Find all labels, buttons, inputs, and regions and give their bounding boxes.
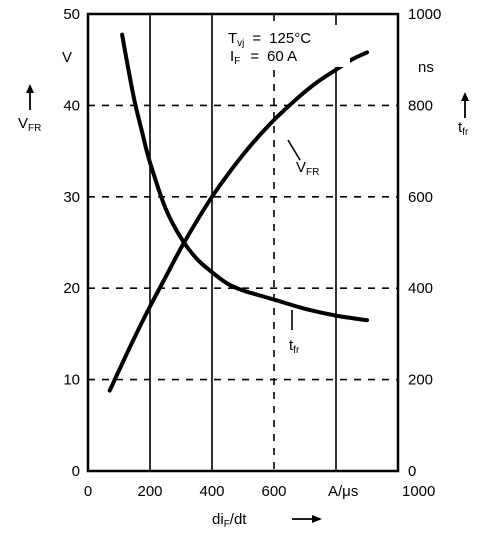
x-tick-200: 200 — [137, 483, 162, 500]
x-axis-label: diF/dt — [212, 511, 247, 530]
annotation-tvj: Tvj = 125°C — [228, 30, 311, 49]
right-tick-1000: 1000 — [408, 6, 441, 23]
left-axis-unit: V — [62, 49, 72, 66]
series-line-vfr — [107, 50, 369, 393]
right-axis-unit: ns — [418, 59, 434, 76]
series-label-tfr: tfr — [289, 310, 300, 356]
left-axis-title: V VFR — [18, 49, 72, 134]
annotation-background — [222, 25, 350, 67]
x-axis-title: diF/dt — [212, 511, 322, 530]
left-axis-label: VFR — [18, 115, 41, 134]
right-tick-0: 0 — [408, 463, 416, 480]
right-tick-800: 800 — [408, 97, 433, 114]
plot-frame — [86, 12, 400, 473]
tick-labels: 0 10 20 30 40 50 0 200 400 600 800 1000 0 200 400 600 10… — [63, 6, 441, 500]
grid — [88, 14, 398, 471]
annotation-if: IF = 60 A — [230, 48, 297, 67]
left-tick-50: 50 — [63, 6, 80, 23]
x-tick-1000: 1000 — [402, 483, 435, 500]
x-axis-arrowhead — [312, 515, 322, 523]
conditions-annotation: Tvj = 125°C IF = 60 A — [222, 25, 350, 67]
series-label-vfr: VFR — [287, 139, 319, 178]
x-tick-400: 400 — [199, 483, 224, 500]
vfr-leader-line — [287, 139, 301, 161]
vfr-label: VFR — [296, 159, 319, 178]
right-axis-arrowhead — [461, 92, 469, 101]
right-axis-title: ns tfr — [418, 59, 469, 138]
x-tick-600: 600 — [261, 483, 286, 500]
tfr-label: tfr — [289, 337, 300, 356]
right-axis-label: tfr — [458, 119, 469, 138]
right-tick-200: 200 — [408, 372, 433, 389]
left-tick-10: 10 — [63, 372, 80, 389]
series-layer — [107, 32, 369, 393]
left-tick-0: 0 — [72, 463, 80, 480]
x-axis-unit: A/μs — [328, 483, 358, 500]
left-tick-30: 30 — [63, 189, 80, 206]
left-axis-arrowhead — [26, 84, 34, 93]
left-tick-40: 40 — [63, 97, 80, 114]
right-tick-600: 600 — [408, 189, 433, 206]
right-tick-400: 400 — [408, 280, 433, 297]
x-tick-0: 0 — [84, 483, 92, 500]
left-tick-20: 20 — [63, 280, 80, 297]
series-line-tfr — [120, 32, 369, 323]
